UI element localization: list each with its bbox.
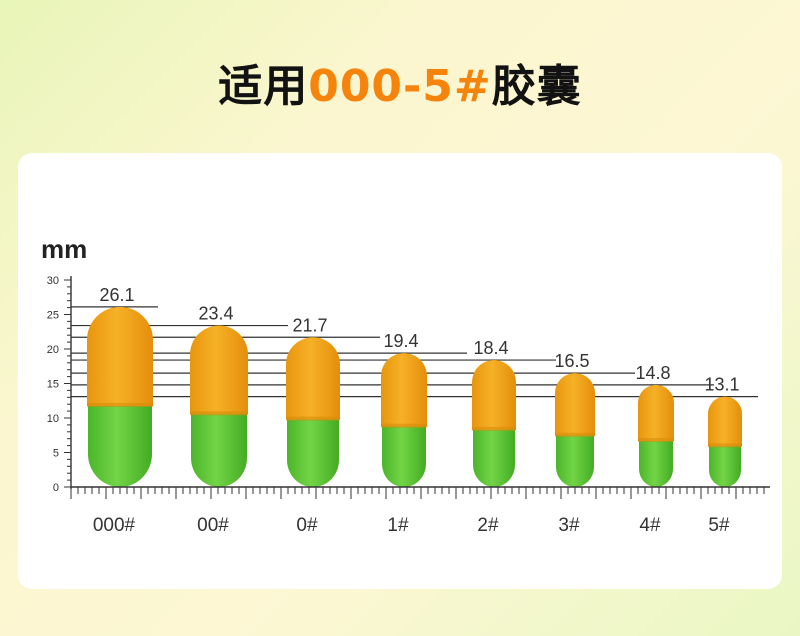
y-tick-label: 0 (53, 482, 59, 494)
y-tick-label: 5 (53, 448, 59, 460)
page-title: 适用000-5#胶囊 (0, 52, 800, 122)
capsule-cap-rim (638, 438, 674, 443)
capsule-cap (472, 360, 516, 430)
y-tick-label: 15 (47, 379, 59, 391)
capsule-body-end (382, 464, 426, 487)
axis-layer: 0 5 10 15 20 25 30 000# 00# 0# 1# 2# 3# 4# 5# (47, 275, 770, 536)
category-label: 5# (708, 515, 730, 536)
capsule-cap-rim (286, 416, 340, 421)
category-label: 00# (197, 515, 229, 536)
title-highlight: 000-5# (308, 61, 492, 112)
value-label: 13.1 (704, 375, 739, 395)
value-label: 26.1 (99, 285, 134, 305)
capsule-cap-rim (190, 411, 248, 416)
title-prefix: 适用 (218, 61, 309, 112)
capsule-body-end (287, 460, 339, 487)
y-tick-label: 30 (47, 275, 59, 287)
capsule-cap-rim (708, 443, 742, 448)
category-label: 2# (477, 515, 499, 536)
value-label: 19.4 (383, 331, 418, 351)
capsule-cap (286, 337, 340, 420)
capsule-layer (87, 306, 742, 487)
category-label: 4# (639, 515, 661, 536)
capsule-cap (555, 373, 595, 436)
capsule-cap-rim (381, 423, 427, 428)
capsule-cap (708, 396, 742, 447)
y-tick-label: 25 (47, 310, 59, 322)
category-label: 3# (558, 515, 580, 536)
capsule-cap (87, 306, 153, 406)
value-label: 21.7 (292, 315, 327, 335)
capsule-bar (381, 353, 427, 487)
capsule-body-end (556, 467, 594, 487)
category-label: 0# (296, 515, 318, 536)
capsule-body-end (473, 465, 515, 487)
capsule-body-end (639, 469, 673, 487)
y-axis-unit-label: mm (41, 234, 88, 264)
value-label: 23.4 (198, 304, 233, 324)
capsule-bar (708, 396, 742, 487)
capsule-bar (286, 337, 340, 487)
capsule-cap-rim (555, 432, 595, 437)
capsule-body-end (191, 458, 247, 487)
capsule-body-end (709, 470, 741, 487)
capsule-cap (381, 353, 427, 427)
capsule-bar (87, 306, 153, 487)
capsule-bar (190, 325, 249, 487)
label-layer: 26.1 23.4 21.7 19.4 18.4 16.5 14.8 13.1 (99, 285, 739, 395)
capsule-bar (472, 360, 516, 487)
category-label: 1# (387, 515, 409, 536)
capsule-cap-rim (472, 426, 516, 431)
value-label: 14.8 (635, 363, 670, 383)
capsule-cap (190, 325, 249, 415)
category-label: 000# (93, 515, 136, 536)
capsule-cap-rim (87, 402, 153, 407)
title-suffix: 胶囊 (491, 61, 582, 112)
value-label: 16.5 (554, 351, 589, 371)
capsule-bar (555, 373, 595, 487)
capsule-body-end (88, 454, 152, 487)
capsule-bar (638, 384, 674, 487)
capsule-cap (638, 384, 674, 442)
y-tick-label: 20 (47, 344, 59, 356)
y-tick-label: 10 (47, 413, 59, 425)
value-label: 18.4 (473, 338, 508, 358)
